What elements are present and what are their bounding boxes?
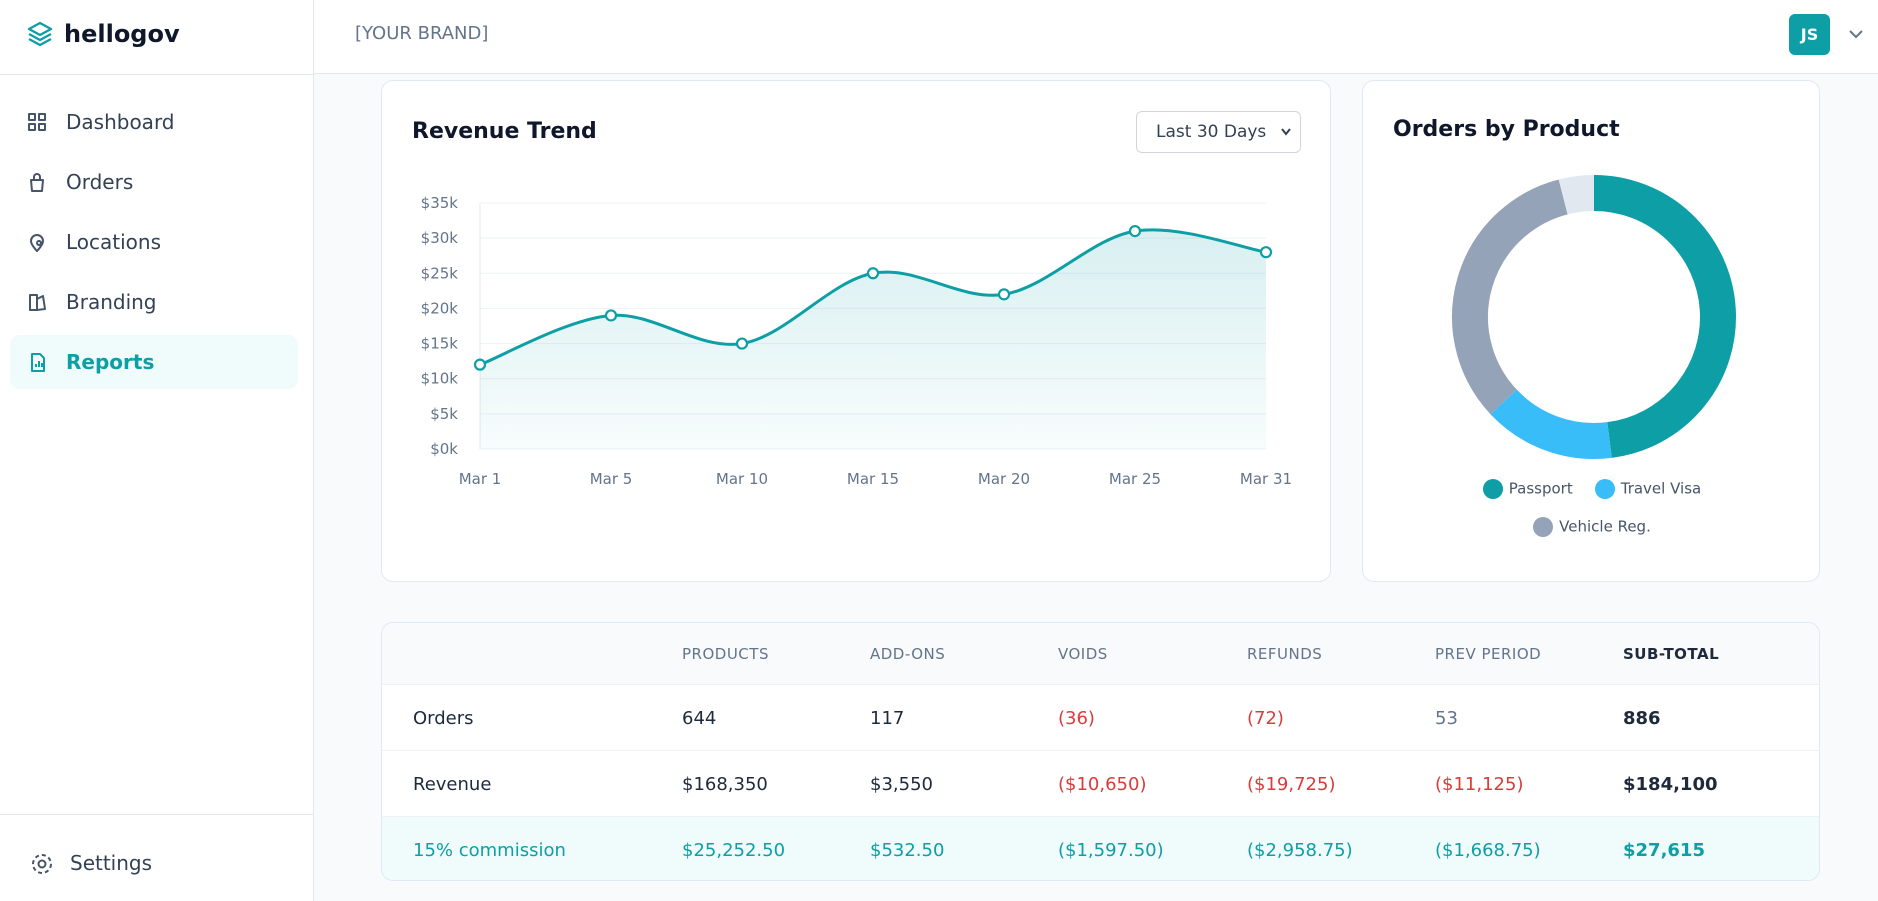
table-cell: $27,615 [1623,839,1705,861]
divider [0,814,314,815]
column-header: PRODUCTS [682,645,769,663]
column-header: REFUNDS [1247,645,1323,663]
nav-icon [28,113,46,131]
topbar: [YOUR BRAND] JS [314,0,1878,74]
table-cell: (36) [1058,707,1095,729]
revenue-card: Revenue Trend Last 30 Days [381,80,1331,582]
column-header: VOIDS [1058,645,1108,663]
table-cell: ($1,668.75) [1435,839,1541,861]
legend-swatch [1482,479,1503,499]
column-header: SUB-TOTAL [1623,645,1720,663]
table-header [382,623,1819,685]
table-cell: ($19,725) [1247,773,1336,795]
settings-link[interactable]: Settings [70,851,153,875]
nav-label: Reports [66,350,155,374]
card-title: Orders by Product [1393,117,1620,142]
nav-item[interactable]: Branding [10,275,298,329]
table-cell: $168,350 [682,773,768,795]
avatar[interactable]: JS [1789,14,1830,55]
table-cell: 117 [870,707,905,729]
row-label: Orders [413,707,474,729]
table-row [382,751,1819,817]
orders-card: Orders by Product Passport Travel Visa Veh… [1362,80,1820,582]
divider [0,74,314,75]
logo-icon [27,21,53,47]
nav-icon [30,234,44,252]
nav-label: Branding [66,290,157,314]
table-cell: ($1,597.50) [1058,839,1164,861]
nav-icon [29,294,46,311]
nav-item[interactable]: Orders [10,155,298,209]
table-cell: ($10,650) [1058,773,1147,795]
table-cell: $3,550 [870,773,933,795]
nav-icon [31,353,45,372]
range-label: Last 30 Days [1156,122,1267,142]
table-cell: $184,100 [1623,773,1718,795]
table-cell: 53 [1435,707,1458,729]
table-cell: 886 [1623,707,1661,729]
sidebar: hellogov Dashboard Orders Locations Brandin… [0,0,314,901]
table-cell: 644 [682,707,717,729]
column-header: ADD-ONS [870,645,946,663]
brand: hellogov [64,20,180,48]
row-label: Revenue [413,773,492,795]
column-header: PREV PERIOD [1435,645,1542,663]
legend-label: Travel Visa [1620,479,1702,498]
nav-label: Orders [66,170,134,194]
nav-item[interactable]: Reports [10,335,298,389]
summary-table: PRODUCTS ADD-ONS VOIDS REFUNDS PREV PERIOD SU… [381,622,1820,881]
legend-label: Passport [1508,479,1573,498]
legend: Passport Travel Visa Vehicle Reg. [1433,479,1751,537]
nav-label: Dashboard [66,110,175,134]
table-row [382,685,1819,751]
select-chevron [1281,128,1291,136]
legend-item: Vehicle Reg. [1533,517,1651,537]
chevron[interactable] [1848,28,1864,40]
legend-label: Vehicle Reg. [1559,517,1651,536]
row-label: 15% commission [413,839,566,861]
nav-icon [30,173,44,192]
table-cell: ($2,958.75) [1247,839,1353,861]
legend-item: Passport [1482,479,1573,499]
legend-swatch [1533,517,1554,537]
legend-item: Travel Visa [1594,479,1702,499]
table-cell: $25,252.50 [682,839,786,861]
legend-swatch [1594,479,1615,499]
card-title: Revenue Trend [412,119,597,144]
brand-placeholder: [YOUR BRAND] [355,23,489,44]
table-cell: $532.50 [870,839,945,861]
table-cell: ($11,125) [1435,773,1524,795]
nav-item[interactable]: Locations [10,215,298,269]
nav-label: Locations [66,230,162,254]
table-cell: (72) [1247,707,1284,729]
nav-item[interactable]: Dashboard [10,95,298,149]
range-select[interactable]: Last 30 Days [1136,111,1301,153]
table-row [382,817,1819,880]
settings-icon [32,854,52,874]
